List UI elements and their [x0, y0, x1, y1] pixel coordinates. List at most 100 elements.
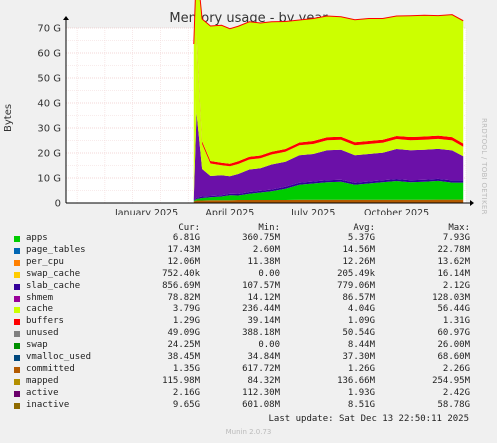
legend-avg-value: 1.26G	[347, 363, 375, 374]
legend-avg-value: 14.56M	[342, 244, 375, 255]
legend-avg-value: 5.37G	[347, 233, 375, 243]
legend-max-value: 56.44G	[437, 304, 470, 315]
legend-swatch	[14, 259, 20, 266]
legend-name: slab_cache	[26, 280, 81, 291]
legend-min-value: 601.08M	[242, 399, 280, 410]
legend-max-value: 58.78G	[437, 399, 470, 410]
x-tick-label: July 2025	[290, 208, 335, 215]
legend-cur-value: 38.45M	[167, 352, 200, 362]
legend-max-value: 2.12G	[442, 280, 470, 291]
legend-name: apps	[26, 233, 48, 243]
legend-cur-value: 6.81G	[172, 233, 200, 243]
y-tick-label: 40 G	[37, 99, 61, 110]
legend-max-value: 2.42G	[442, 387, 470, 398]
legend-avg-value: 37.30M	[342, 352, 375, 362]
legend-avg-value: 86.57M	[342, 292, 375, 303]
legend-min-value: 84.32M	[247, 375, 280, 386]
x-tick-label: April 2025	[205, 208, 254, 215]
y-tick-label: 70 G	[37, 24, 61, 35]
legend-name: committed	[26, 363, 75, 374]
legend-min-value: 360.75M	[242, 233, 280, 243]
last-update: Last update: Sat Dec 13 22:50:11 2025	[268, 414, 469, 424]
legend-avg-value: 1.09G	[347, 316, 375, 327]
x-tick-label: October 2025	[364, 208, 429, 215]
legend-name: unused	[26, 328, 59, 339]
legend-min-value: 617.72M	[242, 363, 280, 374]
legend-name: swap	[26, 340, 48, 351]
legend-avg-value: 8.51G	[347, 399, 375, 410]
legend-swatch	[14, 343, 20, 350]
legend-header-max: Max:	[448, 223, 470, 233]
legend-max-value: 22.78M	[437, 244, 470, 255]
legend-max-value: 1.31G	[442, 316, 470, 327]
area-cache	[193, 37, 464, 199]
legend-swatch	[14, 378, 20, 385]
legend-swatch	[14, 283, 20, 290]
legend-name: inactive	[26, 399, 70, 410]
legend-swatch	[14, 307, 20, 314]
legend-max-value: 128.03M	[432, 292, 470, 303]
y-tick-label: 30 G	[37, 124, 61, 135]
total-line	[193, 0, 464, 45]
legend-cur-value: 3.79G	[172, 304, 200, 315]
legend-cur-value: 2.16G	[172, 387, 200, 398]
legend-min-value: 2.60M	[252, 244, 280, 255]
legend-header-avg: Avg:	[353, 223, 375, 233]
legend-cur-value: 856.69M	[162, 280, 200, 291]
footer: Munin 2.0.73	[225, 428, 272, 436]
y-tick-label: 20 G	[37, 149, 61, 160]
area-unused	[193, 0, 464, 199]
plot-area: 0 10 G 20 G 30 G 40 G 50 G 60 G 70 G January 20…	[37, 0, 474, 215]
legend-max-value: 7.93G	[442, 233, 470, 243]
legend-cur-value: 9.65G	[172, 399, 200, 410]
y-tick-label: 10 G	[37, 174, 61, 185]
legend-name: per_cpu	[26, 256, 64, 267]
legend-swatch	[14, 390, 20, 397]
area-series	[193, 0, 464, 203]
legend-swatch	[14, 236, 20, 242]
legend-cur-value: 17.43M	[167, 244, 200, 255]
legend-max-value: 16.14M	[437, 268, 470, 279]
legend-avg-value: 12.26M	[342, 256, 375, 267]
legend-min-value: 388.18M	[242, 328, 280, 339]
legend-max-value: 2.26G	[442, 363, 470, 374]
legend-name: buffers	[26, 316, 64, 327]
legend-swatch	[14, 319, 20, 326]
area-apps	[193, 180, 464, 202]
legend-avg-value: 50.54G	[342, 328, 375, 339]
legend-swatch	[14, 402, 20, 409]
legend-avg-value: 779.06M	[337, 280, 375, 291]
legend-min-value: 0.00	[258, 268, 280, 279]
area-committed	[193, 199, 464, 203]
legend-min-value: 39.14M	[247, 316, 280, 327]
legend-avg-value: 1.93G	[347, 387, 375, 398]
legend-cur-value: 1.29G	[172, 316, 200, 327]
legend-avg-value: 4.04G	[347, 304, 375, 315]
x-tick-label: January 2025	[114, 208, 178, 215]
y-axis-arrow	[63, 16, 69, 20]
legend-cur-value: 12.06M	[167, 256, 200, 267]
area-buffers	[193, 35, 464, 199]
legend-header-cur: Cur:	[178, 223, 200, 233]
legend-name: page_tables	[26, 244, 86, 255]
legend-cur-value: 24.25M	[167, 340, 200, 351]
legend-name: vmalloc_used	[26, 352, 92, 362]
x-axis-arrow	[470, 200, 474, 206]
area-inactive	[193, 112, 464, 201]
legend-swatch	[14, 366, 20, 373]
y-tick-label: 50 G	[37, 74, 61, 85]
legend-max-value: 254.95M	[432, 375, 470, 386]
legend-cur-value: 49.09G	[167, 328, 200, 339]
y-tick-label: 60 G	[37, 49, 61, 60]
legend-name: swap_cache	[26, 268, 81, 279]
legend-min-value: 107.57M	[242, 280, 280, 291]
legend-name: active	[26, 387, 59, 398]
legend-max-value: 68.60M	[437, 352, 470, 362]
legend-min-value: 236.44M	[242, 304, 280, 315]
legend-max-value: 60.97G	[437, 328, 470, 339]
legend-max-value: 13.62M	[437, 256, 470, 267]
legend-cur-value: 115.98M	[162, 375, 200, 386]
legend-avg-value: 205.49k	[337, 268, 375, 279]
axes	[63, 16, 474, 206]
